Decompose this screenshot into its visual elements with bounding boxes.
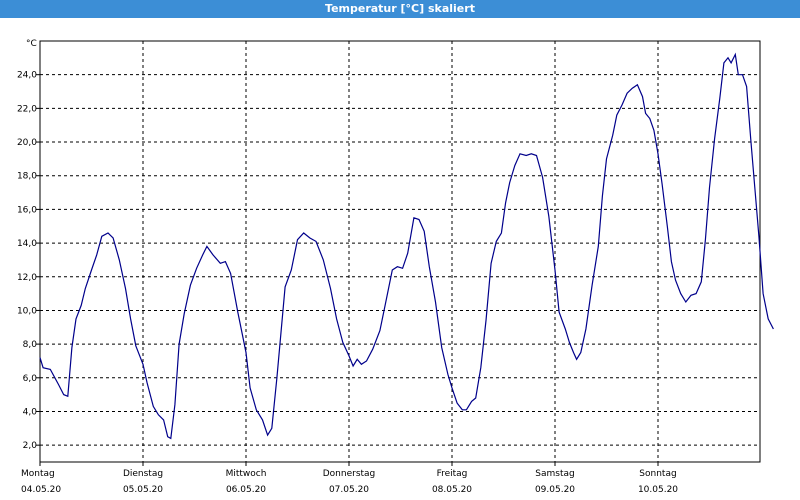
x-tick-day-label: Dienstag	[123, 469, 163, 479]
x-tick-day-label: Freitag	[437, 469, 468, 479]
x-tick-day-label: Montag	[21, 469, 55, 479]
x-tick-date-label: 10.05.20	[638, 485, 678, 495]
x-tick-day-label: Sonntag	[639, 469, 676, 479]
y-tick-label: 24,0	[17, 71, 37, 81]
y-tick-label: 22,0	[17, 104, 37, 114]
x-tick-day-label: Samstag	[535, 469, 574, 479]
temperature-series-line	[39, 52, 774, 440]
x-tick-date-label: 07.05.20	[329, 485, 369, 495]
x-tick-date-label: 04.05.20	[21, 485, 61, 495]
y-tick-label: 20,0	[17, 138, 37, 148]
y-tick-label: 10,0	[17, 306, 37, 316]
y-axis-unit-label: °C	[26, 39, 37, 49]
y-tick-label: 18,0	[17, 172, 37, 182]
y-tick-label: 2,0	[23, 441, 38, 451]
chart-title-bar: Temperatur [°C] skaliert	[0, 0, 800, 18]
y-tick-label: 12,0	[17, 273, 37, 283]
y-tick-label: 16,0	[17, 205, 37, 215]
x-tick-date-label: 05.05.20	[123, 485, 163, 495]
x-tick-date-label: 08.05.20	[432, 485, 472, 495]
y-tick-label: 14,0	[17, 239, 37, 249]
y-tick-label: 6,0	[23, 374, 38, 384]
x-tick-date-label: 09.05.20	[535, 485, 575, 495]
x-tick-day-label: Mittwoch	[226, 469, 267, 479]
y-tick-label: 8,0	[23, 340, 38, 350]
y-tick-label: 4,0	[23, 407, 38, 417]
x-tick-date-label: 06.05.20	[226, 485, 266, 495]
plot-area-frame	[39, 40, 761, 463]
x-tick-day-label: Donnerstag	[323, 469, 376, 479]
